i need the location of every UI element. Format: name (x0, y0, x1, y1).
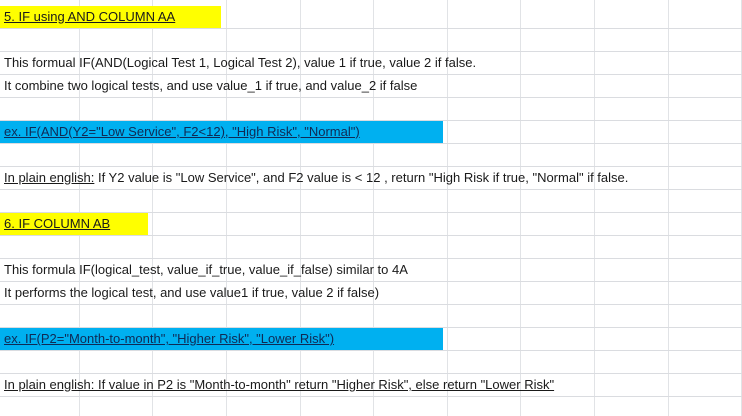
row-divider (0, 166, 742, 167)
column-divider (152, 0, 153, 416)
column-divider (447, 0, 448, 416)
section-6-description-line-1[interactable]: This formula IF(logical_test, value_if_t… (4, 262, 408, 277)
section-6-heading[interactable]: 6. IF COLUMN AB (4, 216, 111, 231)
row-divider (0, 235, 742, 236)
section-6-example-formula[interactable]: ex. IF(P2="Month-to-month", "Higher Risk… (4, 331, 335, 346)
section-6-plain-english[interactable]: In plain english: If value in P2 is "Mon… (4, 377, 555, 392)
section-5-description-line-1[interactable]: This formual IF(AND(Logical Test 1, Logi… (4, 55, 477, 70)
section-5-plain-english[interactable]: In plain english: If Y2 value is "Low Se… (4, 167, 628, 189)
row-divider (0, 120, 742, 121)
column-divider (226, 0, 227, 416)
header-cell-fill (0, 6, 221, 28)
column-divider (594, 0, 595, 416)
row-divider (0, 281, 742, 282)
section-5-heading[interactable]: 5. IF using AND COLUMN AA (4, 9, 176, 24)
row-divider (0, 189, 742, 190)
section-5-example-formula[interactable]: ex. IF(AND(Y2="Low Service", F2<12), "Hi… (4, 124, 360, 139)
example-cell-fill (0, 121, 443, 143)
column-divider (668, 0, 669, 416)
row-divider (0, 350, 742, 351)
column-divider (79, 0, 80, 416)
example-cell-fill (0, 328, 443, 350)
row-divider (0, 327, 742, 328)
row-divider (0, 373, 742, 374)
plain-english-label: In plain english: (4, 170, 95, 185)
row-divider (0, 51, 742, 52)
row-divider (0, 97, 742, 98)
row-divider (0, 212, 742, 213)
row-divider (0, 28, 742, 29)
section-6-description-line-2[interactable]: It performs the logical test, and use va… (4, 285, 380, 300)
column-divider (520, 0, 521, 416)
row-divider (0, 304, 742, 305)
row-divider (0, 396, 742, 397)
column-divider (373, 0, 374, 416)
plain-english-text: If Y2 value is "Low Service", and F2 val… (94, 170, 629, 185)
row-divider (0, 143, 742, 144)
column-divider (300, 0, 301, 416)
row-divider (0, 74, 742, 75)
row-divider (0, 258, 742, 259)
section-5-description-line-2[interactable]: It combine two logical tests, and use va… (4, 78, 418, 93)
header-cell-fill (0, 213, 148, 235)
